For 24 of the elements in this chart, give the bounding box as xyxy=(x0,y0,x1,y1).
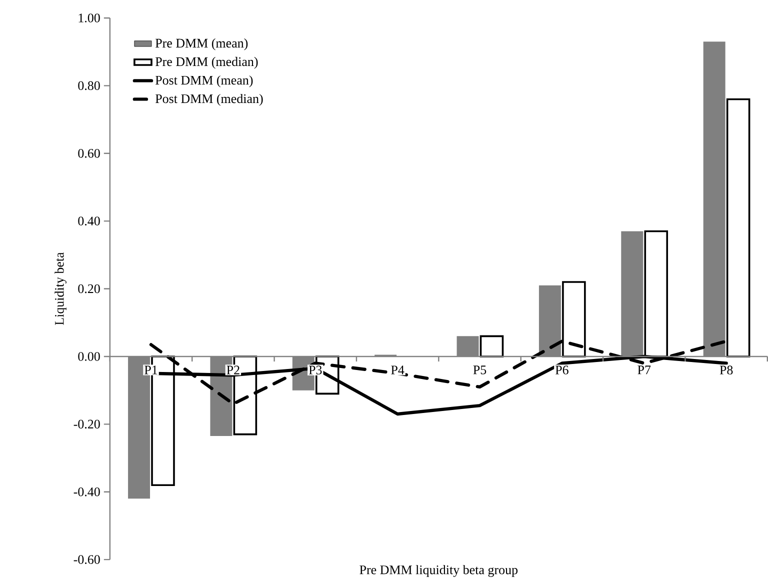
x-axis-title: Pre DMM liquidity beta group xyxy=(360,565,518,578)
legend-label: Post DMM (median) xyxy=(155,94,263,106)
x-tick-label: P4 xyxy=(391,366,404,374)
y-tick-label: -0.20 xyxy=(74,420,100,429)
y-tick-label: 0.20 xyxy=(78,284,100,294)
y-tick-label: -0.40 xyxy=(74,488,100,497)
legend-label: Post DMM (mean) xyxy=(155,76,253,88)
x-tick-label: P6 xyxy=(555,366,568,375)
x-tick-label: P5 xyxy=(473,366,486,375)
x-tick-label: P1 xyxy=(144,366,158,374)
x-tick-label: P2 xyxy=(226,366,240,374)
y-tick-label: 1.00 xyxy=(78,14,100,23)
legend-label: Pre DMM (mean) xyxy=(155,38,248,50)
y-tick-label: 0.80 xyxy=(78,81,100,90)
y-axis-title: Liquidity beta xyxy=(54,252,66,326)
y-tick-label: -0.60 xyxy=(74,555,100,564)
x-tick-label: P8 xyxy=(720,366,733,375)
y-tick-label: 0.00 xyxy=(78,352,100,362)
x-tick-label: P3 xyxy=(308,366,322,375)
bar xyxy=(480,335,504,358)
legend-label: Pre DMM (median) xyxy=(155,57,258,69)
x-tick-label: P7 xyxy=(638,366,651,374)
y-tick-label: 0.60 xyxy=(78,149,100,158)
y-tick-label: 0.40 xyxy=(78,216,100,226)
